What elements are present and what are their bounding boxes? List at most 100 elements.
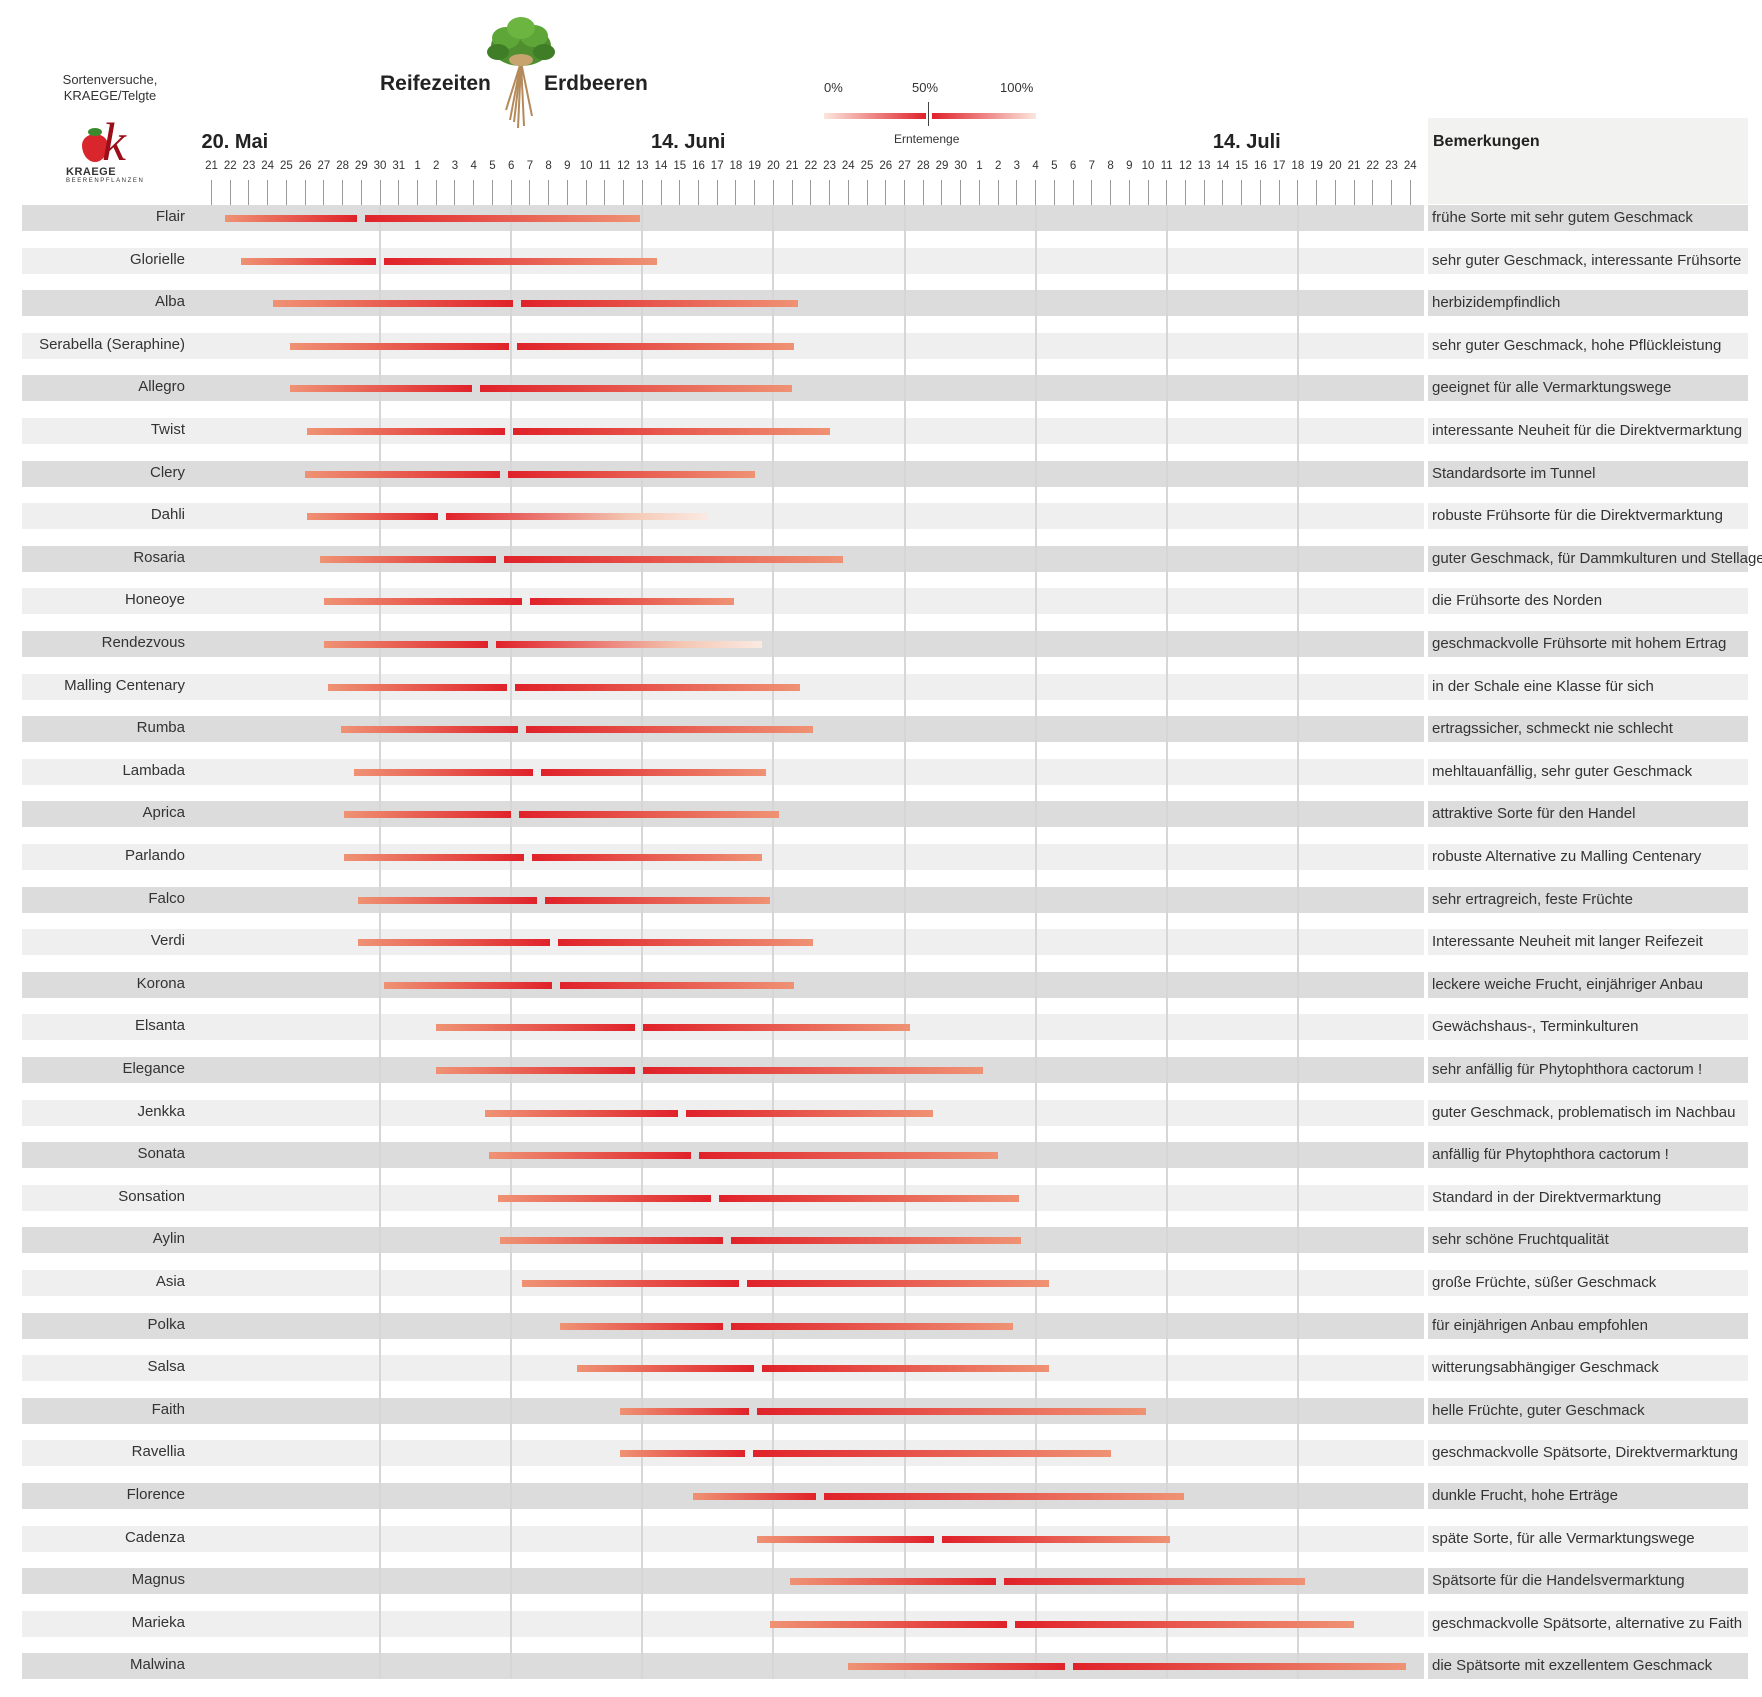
day-tick-label: 8 — [545, 160, 552, 172]
remark-band — [1428, 758, 1748, 785]
day-tick — [660, 180, 662, 206]
day-tick — [1353, 180, 1355, 206]
day-tick-label: 12 — [617, 160, 630, 172]
remark-band — [1428, 1057, 1748, 1083]
remark-band — [1428, 460, 1748, 487]
ripening-bar-falling — [384, 257, 658, 265]
day-tick-label: 18 — [1291, 160, 1305, 172]
variety-name: Marieka — [131, 1613, 185, 1631]
ripening-bar-rising — [848, 1663, 1066, 1671]
remark-band — [1428, 1397, 1748, 1424]
ripening-bar-falling — [698, 1152, 999, 1160]
day-tick — [1110, 180, 1112, 206]
day-tick-label: 22 — [804, 160, 818, 172]
legend-bar-rising — [824, 113, 926, 119]
ripening-bar-falling — [560, 981, 794, 989]
day-tick-label: 20 — [766, 160, 780, 172]
variety-remark: frühe Sorte mit sehr gutem Geschmack — [1432, 209, 1693, 226]
day-tick — [1390, 180, 1392, 206]
day-tick — [1297, 180, 1299, 206]
variety-remark: attraktive Sorte für den Handel — [1432, 805, 1636, 823]
ripening-bar-rising — [499, 1237, 723, 1245]
variety-remark: interessante Neuheit für die Direktverma… — [1432, 422, 1743, 439]
day-tick — [454, 180, 456, 206]
day-tick-label: 3 — [1013, 160, 1021, 172]
day-tick — [1166, 180, 1168, 206]
day-tick — [604, 180, 606, 206]
day-tick-label: 23 — [242, 160, 256, 172]
day-tick — [1184, 180, 1186, 206]
day-tick — [473, 180, 475, 206]
day-tick-label: 5 — [489, 160, 496, 172]
remark-band — [1428, 418, 1748, 444]
variety-remark: Standard in der Direktvermarktung — [1432, 1188, 1662, 1206]
day-tick — [904, 180, 905, 206]
ripening-bar-falling — [518, 811, 779, 819]
ripening-bar-rising — [290, 385, 472, 393]
variety-name: Verdi — [150, 932, 185, 950]
ripening-bar-falling — [503, 555, 843, 563]
legend-peak-marker — [928, 102, 929, 126]
ripening-bar-rising — [619, 1407, 749, 1415]
ripening-bar-rising — [307, 513, 438, 521]
day-tick-label: 4 — [1032, 160, 1039, 172]
variety-remark: Gewächshaus-, Terminkulturen — [1432, 1018, 1639, 1036]
remarks-header: Bemerkungen — [1433, 133, 1540, 150]
variety-name: Aprica — [142, 804, 185, 822]
day-tick — [1278, 180, 1280, 206]
variety-remark: geschmackvolle Frühsorte mit hohem Ertra… — [1432, 635, 1727, 652]
day-tick-label: 29 — [354, 160, 368, 172]
ripening-bar-falling — [445, 513, 708, 521]
day-tick-label: 14 — [1216, 160, 1230, 172]
ripening-bar-falling — [685, 1109, 933, 1117]
variety-name: Falco — [148, 889, 185, 907]
day-tick — [791, 180, 793, 206]
variety-name: Sonata — [137, 1145, 185, 1163]
day-tick-label: 10 — [579, 160, 593, 172]
row-band — [22, 247, 1424, 274]
legend-bar-falling — [932, 113, 1036, 119]
ripening-bar-falling — [747, 1280, 1049, 1287]
remark-band — [1428, 1483, 1748, 1509]
day-tick-label: 7 — [1088, 160, 1095, 172]
day-tick-label: 9 — [564, 160, 571, 172]
day-tick-label: 21 — [785, 160, 799, 172]
day-tick — [360, 180, 362, 206]
remark-band — [1428, 716, 1748, 743]
day-tick-label: 28 — [336, 160, 349, 172]
day-tick — [1128, 180, 1130, 206]
remark-band — [1428, 1653, 1748, 1680]
remark-band — [1428, 290, 1748, 317]
variety-remark: guter Geschmack, für Dammkulturen und St… — [1432, 549, 1762, 567]
ripening-bar-rising — [340, 726, 519, 734]
title-left: Reifezeiten — [380, 72, 491, 95]
row-band — [22, 1525, 1424, 1552]
day-tick-label: 28 — [916, 160, 930, 172]
ripening-bar-rising — [619, 1450, 746, 1458]
day-tick-label: 25 — [280, 160, 293, 172]
day-tick — [566, 180, 568, 206]
ripening-bar-rising — [241, 257, 377, 265]
variety-remark: mehltauanfällig, sehr guter Geschmack — [1432, 762, 1693, 780]
day-tick-label: 1 — [414, 160, 421, 172]
variety-remark: robuste Alternative zu Malling Centenary — [1432, 848, 1702, 865]
day-tick-label: 13 — [635, 160, 649, 172]
day-tick-label: 24 — [1403, 160, 1417, 172]
kraege-logo: k KRAEGE BEERENPFLANZEN — [66, 112, 150, 186]
day-tick — [623, 180, 625, 206]
ripening-bar-rising — [484, 1109, 678, 1117]
day-tick — [847, 180, 849, 206]
month-label: 14. Juni — [651, 131, 726, 153]
ripening-bar-rising — [224, 215, 358, 222]
day-tick — [960, 180, 962, 206]
week-gridline — [1034, 205, 1037, 1680]
variety-name: Parlando — [124, 847, 185, 864]
row-band — [22, 503, 1424, 530]
remark-band — [1428, 332, 1748, 359]
day-tick — [941, 180, 943, 206]
ripening-bar-rising — [522, 1280, 740, 1287]
ripening-bar-rising — [383, 981, 553, 989]
day-tick-label: 21 — [1347, 160, 1361, 172]
ripening-bar-falling — [365, 215, 641, 222]
variety-name: Cadenza — [124, 1528, 185, 1546]
